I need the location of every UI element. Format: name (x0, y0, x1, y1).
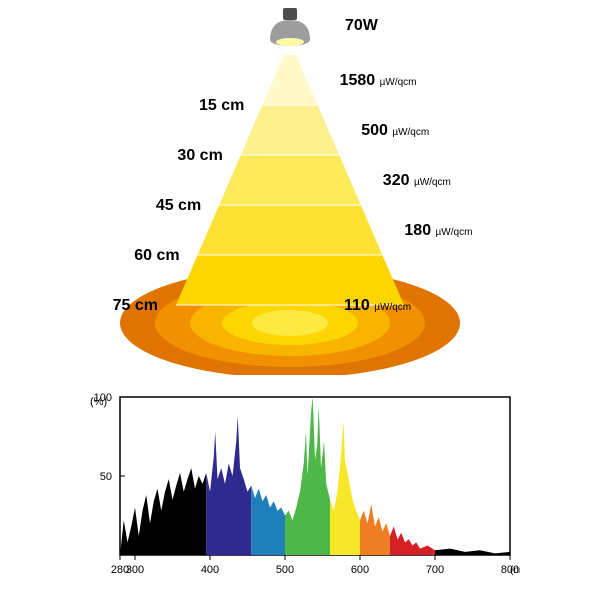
distance-label: 75 cm (113, 297, 158, 314)
reading-label: 180 µW/qcm (404, 222, 472, 239)
reading-label: 1580 µW/qcm (340, 72, 417, 89)
svg-text:50: 50 (100, 471, 112, 483)
reading-label: 500 µW/qcm (361, 122, 429, 139)
lamp-cone-diagram: 70W 15 cm 1580 µW/qcm 30 cm 500 µW/qcm 45 cm 3… (0, 0, 600, 375)
svg-text:700: 700 (426, 564, 444, 576)
spectrum-chart: (%)10050280300400500600700800(nm) (80, 385, 520, 585)
distance-label: 30 cm (177, 147, 222, 164)
distance-label: 60 cm (134, 247, 179, 264)
svg-text:300: 300 (126, 564, 144, 576)
svg-text:100: 100 (94, 392, 112, 404)
wattage-label: 70W (345, 17, 379, 34)
distance-label: 15 cm (199, 97, 244, 114)
distance-label: 45 cm (156, 197, 201, 214)
svg-text:500: 500 (276, 564, 294, 576)
svg-text:(nm): (nm) (510, 565, 520, 576)
svg-text:600: 600 (351, 564, 369, 576)
svg-text:400: 400 (201, 564, 219, 576)
reading-label: 320 µW/qcm (383, 172, 451, 189)
